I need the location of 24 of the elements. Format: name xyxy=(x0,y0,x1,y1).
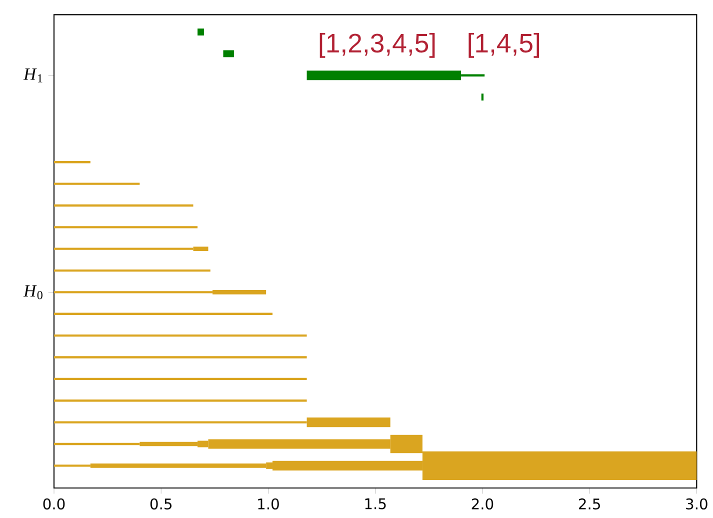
bar xyxy=(54,161,90,164)
x-tick-label: 1.5 xyxy=(365,498,386,510)
bar xyxy=(223,50,234,58)
y-tick-label: H$_{1}$ xyxy=(23,68,42,82)
x-tick-label: 0.5 xyxy=(150,498,172,510)
bar xyxy=(54,204,194,207)
x-tick-label: 1.0 xyxy=(258,498,279,510)
x-tick-label: 0.0 xyxy=(43,498,65,510)
bar xyxy=(54,226,198,228)
bar xyxy=(481,94,484,101)
bar xyxy=(198,28,204,36)
bar xyxy=(54,378,307,380)
bar xyxy=(54,312,273,315)
x-tick-label: 3.0 xyxy=(686,498,708,510)
y-tick-label: H$_{0}$ xyxy=(23,285,42,300)
bar xyxy=(54,269,210,272)
annotation: [1,2,3,4,5] xyxy=(320,33,435,58)
x-tick-label: 2.5 xyxy=(578,498,600,510)
annotation: [1,4,5] xyxy=(468,33,540,58)
bar xyxy=(54,182,140,185)
bar xyxy=(54,334,307,337)
x-tick-label: 2.0 xyxy=(472,498,494,510)
bar xyxy=(54,356,307,358)
bar xyxy=(54,400,307,402)
